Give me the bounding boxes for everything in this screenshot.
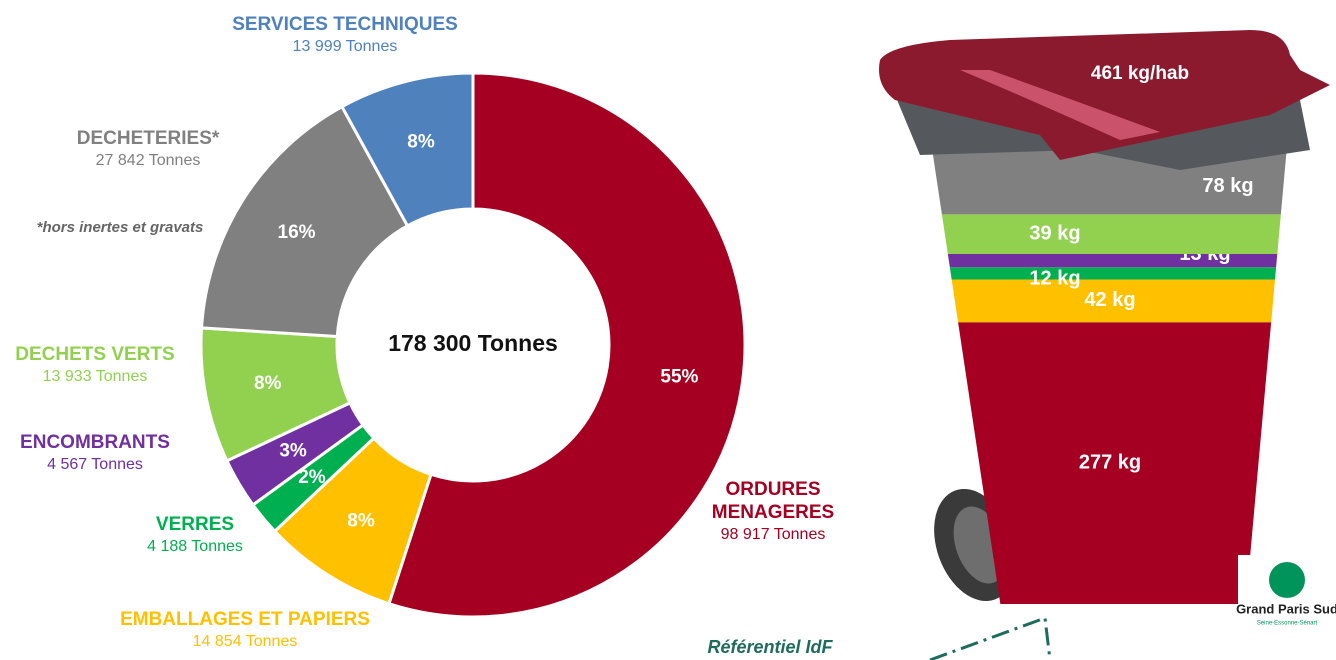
page: {"chart_data": [ {"type": "donut", "cent… [0, 0, 1336, 660]
logo-mark [1269, 562, 1305, 598]
slice-label: DECHETERIES*27 842 Tonnes [48, 127, 248, 172]
slice-percent: 16% [278, 222, 316, 243]
tonnage: 13 999 Tonnes [195, 36, 495, 58]
slice-percent: 3% [279, 440, 307, 461]
note: *hors inertes et gravats [37, 219, 204, 236]
tonnage: 13 933 Tonnes [0, 366, 195, 388]
tonnage: 4 567 Tonnes [0, 454, 195, 476]
chart: 277 kg42 kg12 kg13 kg39 kg78 kg 461 kg/h… [0, 0, 1336, 660]
tonnage: 98 917 Tonnes [698, 524, 848, 546]
tonnage: 27 842 Tonnes [48, 150, 248, 172]
slice-percent: 55% [660, 367, 698, 388]
segment-label: 277 kg [1079, 451, 1141, 473]
segment-label: 39 kg [1029, 222, 1080, 244]
arrow-line [930, 618, 1050, 660]
center-label: 178 300 Tonnes [388, 330, 558, 356]
bin-title: 461 kg/hab [1091, 63, 1189, 84]
category-name: EMBALLAGES ET PAPIERS [85, 608, 405, 631]
slice-percent: 8% [254, 373, 282, 394]
category-name: SERVICES TECHNIQUES [195, 13, 495, 36]
bin-segment [942, 214, 1281, 254]
tonnage: 4 188 Tonnes [115, 536, 275, 558]
category-name: VERRES [115, 513, 275, 536]
category-name: ENCOMBRANTS [0, 431, 195, 454]
tonnage: 14 854 Tonnes [85, 631, 405, 653]
category-name: DECHETERIES* [48, 127, 248, 150]
slice-percent: 8% [407, 132, 435, 153]
logo-subtitle: Seine-Essonne-Sénart [1257, 621, 1318, 627]
logo-name: Grand Paris Sud [1236, 601, 1336, 616]
slice-percent: 8% [347, 510, 375, 531]
footnote: Référentiel IdF [707, 637, 833, 657]
segment-label: 12 kg [1029, 268, 1080, 290]
category-name: DECHETS VERTS [0, 343, 195, 366]
segment-label: 78 kg [1202, 175, 1253, 197]
bin-segment [950, 267, 1276, 279]
category-name: ORDURES MENAGERES [698, 478, 848, 524]
segment-label: 42 kg [1084, 289, 1135, 311]
